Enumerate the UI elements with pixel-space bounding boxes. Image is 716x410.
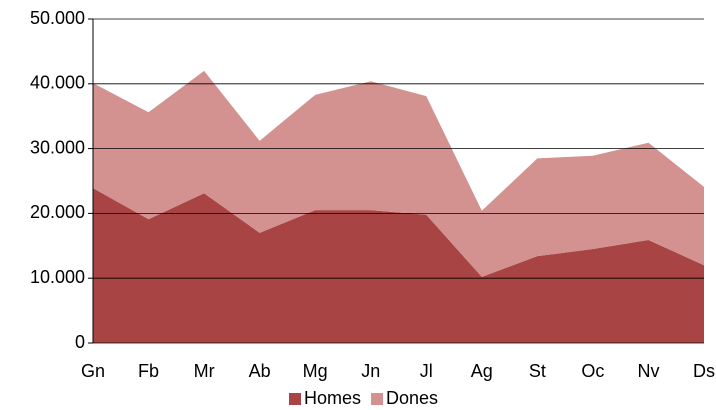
y-tick-label: 30.000 bbox=[30, 137, 85, 157]
x-tick-label: Jl bbox=[420, 361, 433, 381]
y-tick-label: 50.000 bbox=[30, 8, 85, 28]
x-tick-label: St bbox=[529, 361, 546, 381]
x-tick-label: Jn bbox=[361, 361, 380, 381]
areas bbox=[93, 70, 704, 343]
x-tick-label: Mr bbox=[194, 361, 215, 381]
x-tick-label: Mg bbox=[303, 361, 328, 381]
legend-swatch bbox=[289, 393, 301, 405]
legend-swatch bbox=[371, 393, 384, 405]
y-tick-label: 10.000 bbox=[30, 267, 85, 287]
legend-label: Homes bbox=[304, 388, 361, 408]
x-tick-label: Fb bbox=[138, 361, 159, 381]
legend-label: Dones bbox=[386, 388, 438, 408]
area bbox=[93, 70, 704, 277]
y-tick-label: 40.000 bbox=[30, 73, 85, 93]
y-tick-label: 0 bbox=[75, 332, 85, 352]
x-tick-label: Oc bbox=[581, 361, 604, 381]
x-tick-label: Gn bbox=[81, 361, 105, 381]
x-tick-label: Ds bbox=[693, 361, 715, 381]
x-tick-label: Nv bbox=[637, 361, 659, 381]
x-tick-label: Ab bbox=[249, 361, 271, 381]
area bbox=[93, 188, 704, 343]
x-tick-label: Ag bbox=[471, 361, 493, 381]
y-tick-label: 20.000 bbox=[30, 202, 85, 222]
